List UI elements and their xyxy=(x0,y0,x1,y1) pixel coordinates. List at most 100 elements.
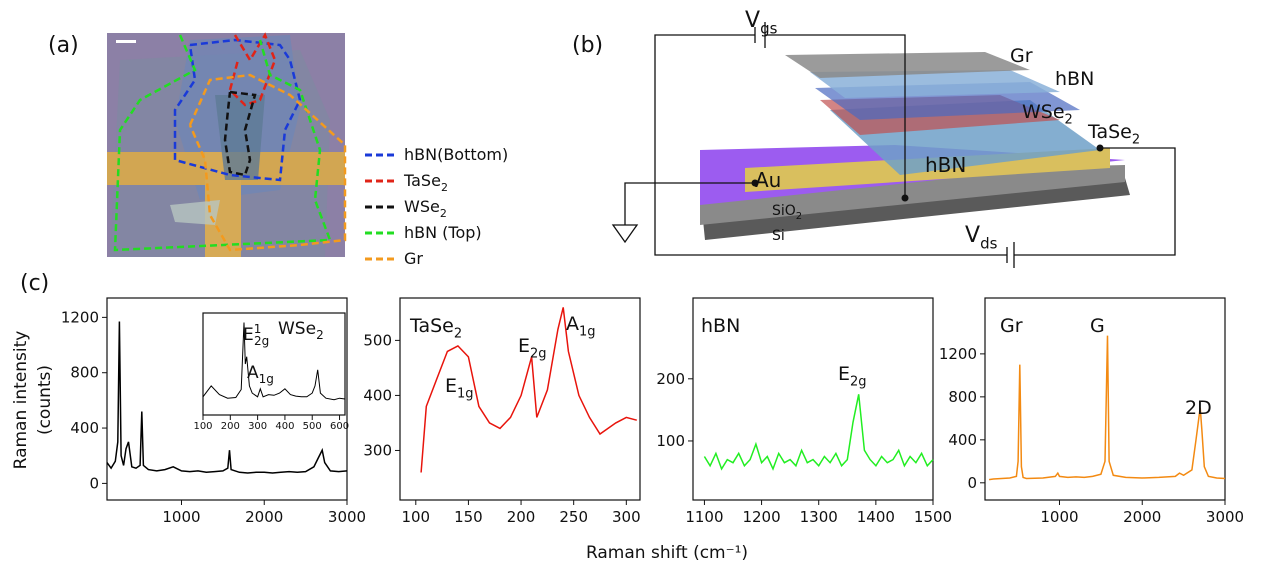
x-tick-label: 100 xyxy=(193,421,212,432)
x-tick-label: 150 xyxy=(454,508,483,526)
legend-label: hBN(Bottom) xyxy=(404,145,508,164)
peak-label-sup: 1 xyxy=(254,322,262,336)
y-tick-label: 400 xyxy=(70,419,99,437)
schematic-label: hBN xyxy=(1055,68,1094,90)
x-tick-label: 300 xyxy=(612,508,641,526)
peak-label-text: E xyxy=(445,375,457,397)
y-tick-label: 400 xyxy=(948,431,977,449)
x-tick-label: 1000 xyxy=(1040,508,1078,526)
legend-label-text: Gr xyxy=(404,249,423,268)
peak-label-sub: 2 xyxy=(316,328,324,342)
legend-label-text: hBN(Bottom) xyxy=(404,145,508,164)
y-tick-label: 200 xyxy=(656,370,685,388)
schematic-label-sub: 2 xyxy=(1065,113,1073,128)
schematic-label: SiO2 xyxy=(772,203,802,222)
x-tick-label: 500 xyxy=(303,421,322,432)
schematic-label: Au xyxy=(755,168,781,192)
legend-label: Gr xyxy=(404,249,423,268)
x-tick-label: 3000 xyxy=(1206,508,1244,526)
legend-label: WSe2 xyxy=(404,197,447,220)
peak-label: Gr xyxy=(1000,315,1023,337)
y-tick-label: 800 xyxy=(70,364,99,382)
panel-label: (c) xyxy=(20,271,49,296)
spectrum-line xyxy=(106,321,348,474)
device-schematic xyxy=(611,22,1176,268)
spectrum-line xyxy=(988,335,1226,481)
peak-label-text: WSe xyxy=(278,319,316,339)
peak-label-sub: 2 xyxy=(454,327,462,342)
panel-label: (b) xyxy=(572,33,603,58)
schematic-label: WSe2 xyxy=(1022,101,1073,128)
peak-label-sub: 2g xyxy=(850,375,867,390)
peak-label: WSe2 xyxy=(278,319,324,342)
peak-label: 2D xyxy=(1185,397,1212,419)
peak-label-sub: 2g xyxy=(530,347,547,362)
schematic-label-text: hBN xyxy=(925,153,966,177)
x-tick-label: 300 xyxy=(248,421,267,432)
y-tick-label: 0 xyxy=(967,474,977,492)
schematic-label: Vds xyxy=(965,223,998,253)
x-tick-label: 3000 xyxy=(328,508,366,526)
peak-label-text: Gr xyxy=(1000,315,1023,337)
peak-label: G xyxy=(1090,315,1105,337)
schematic-label-text: Gr xyxy=(1010,45,1033,67)
y-tick-label: 400 xyxy=(363,386,392,404)
schematic-label: TaSe2 xyxy=(1087,121,1140,148)
peak-label-text: G xyxy=(1090,315,1105,337)
x-tick-label: 1400 xyxy=(857,508,895,526)
schematic-label: Gr xyxy=(1010,45,1033,67)
y-axis-label-line: Raman intensity xyxy=(11,331,31,470)
x-tick-label: 250 xyxy=(559,508,588,526)
spectrum-line xyxy=(202,322,346,401)
x-axis-label: Raman shift (cm⁻¹) xyxy=(586,543,748,563)
peak-label: A1g xyxy=(247,363,274,386)
schematic-label-text: TaSe xyxy=(1087,121,1132,143)
x-tick-label: 1300 xyxy=(800,508,838,526)
peak-label-text: E xyxy=(518,335,530,357)
x-tick-label: 1500 xyxy=(914,508,952,526)
y-tick-label: 1200 xyxy=(939,345,977,363)
legend-label: TaSe2 xyxy=(403,171,448,194)
x-tick-label: 100 xyxy=(401,508,430,526)
spectrum-line xyxy=(703,394,934,471)
y-axis-label-line: (counts) xyxy=(35,365,55,435)
y-tick-label: 500 xyxy=(363,331,392,349)
y-tick-label: 0 xyxy=(89,474,99,492)
panel-label: (a) xyxy=(48,33,79,58)
y-tick-label: 800 xyxy=(948,388,977,406)
x-tick-label: 600 xyxy=(330,421,349,432)
y-tick-label: 100 xyxy=(656,432,685,450)
legend-label-text: TaSe xyxy=(403,171,441,190)
schematic-label-text: V xyxy=(965,223,980,248)
peak-label: E2g xyxy=(518,335,547,362)
y-axis-label: Raman intensity (counts) xyxy=(11,331,55,470)
schematic-label-sub: 2 xyxy=(1132,133,1140,148)
plot-frame xyxy=(984,297,1226,501)
x-tick-label: 1200 xyxy=(742,508,780,526)
legend-label-text: hBN (Top) xyxy=(404,223,482,242)
schematic-label: Vgs xyxy=(745,8,778,38)
x-tick-label: 200 xyxy=(507,508,536,526)
y-tick-label: 300 xyxy=(363,441,392,459)
schematic-label-sub: gs xyxy=(760,20,778,38)
peak-label-sub: 1g xyxy=(579,325,596,340)
schematic-label-text: WSe xyxy=(1022,101,1065,123)
micrograph xyxy=(107,32,347,257)
schematic-label: hBN xyxy=(925,153,966,177)
schematic-label: Si xyxy=(772,228,785,244)
peak-label: A1g xyxy=(566,313,596,340)
legend-label-sub: 2 xyxy=(441,181,448,194)
x-tick-label: 1100 xyxy=(685,508,723,526)
peak-label: E1 2g xyxy=(243,322,269,348)
peak-label: hBN xyxy=(701,315,740,337)
schematic-label-text: SiO xyxy=(772,203,796,219)
legend-label: hBN (Top) xyxy=(404,223,482,242)
peak-label-text: A xyxy=(566,313,579,335)
peak-label-sub: 1g xyxy=(457,387,474,402)
peak-label-text: TaSe xyxy=(409,315,454,337)
legend-label-sub: 2 xyxy=(440,207,447,220)
peak-label-text: A xyxy=(247,363,259,383)
x-tick-label: 200 xyxy=(221,421,240,432)
peak-label: E1g xyxy=(445,375,474,402)
